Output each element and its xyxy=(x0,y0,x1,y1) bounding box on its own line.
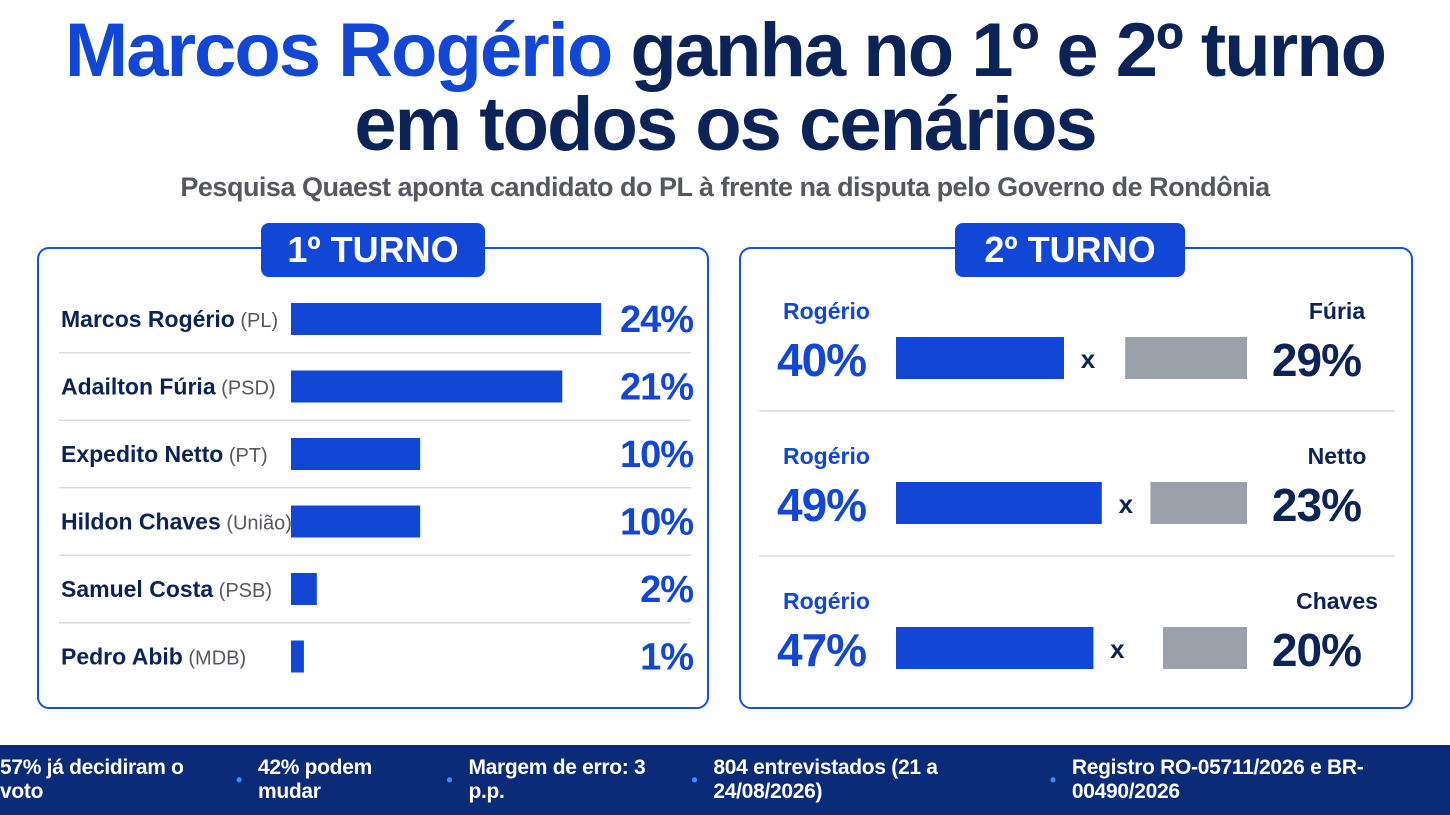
footer-item-decided: 57% já decidiram o voto xyxy=(0,756,184,803)
first-round-panel: 1º TURNO Marcos Rogério (PL) 24% Adailton … xyxy=(37,223,709,709)
candidate-name: Samuel Costa xyxy=(61,576,213,602)
footer-item-registry: Registro RO-05711/2026 e BR-00490/2026 xyxy=(1071,756,1364,803)
matchup-a-bar xyxy=(896,337,1064,379)
candidate-name: Adailton Fúria xyxy=(61,374,216,400)
first-round-badge: 1º TURNO xyxy=(261,223,485,277)
party-label: (União) xyxy=(221,513,292,535)
headline-line-2: em todos os cenários xyxy=(354,82,1097,167)
party-label: (PSB) xyxy=(213,580,272,602)
candidate-name: Pedro Abib xyxy=(61,644,183,670)
matchup-a-value: 49% xyxy=(777,479,866,531)
bar xyxy=(291,573,317,605)
value-label: 2% xyxy=(640,569,693,611)
bar xyxy=(291,640,304,673)
value-label: 1% xyxy=(640,637,693,679)
candidate-name: Expedito Netto xyxy=(61,441,223,467)
candidate-name: Marcos Rogério xyxy=(61,306,235,332)
subtitle: Pesquisa Quaest aponta candidato do PL à… xyxy=(180,172,1270,202)
footer-separator: • xyxy=(235,769,242,790)
versus-label: x xyxy=(1081,344,1096,374)
matchup-a-bar xyxy=(896,627,1094,669)
matchup-b-value: 29% xyxy=(1272,334,1361,386)
footer-bar: 57% já decidiram o voto • 42% podem muda… xyxy=(0,745,1450,815)
matchup-b-bar xyxy=(1163,627,1247,669)
matchup-a-bar xyxy=(896,482,1102,524)
matchup-b-name: Netto xyxy=(1308,443,1367,469)
matchup-a-name: Rogério xyxy=(783,443,870,469)
matchup-b-name: Chaves xyxy=(1296,588,1378,614)
matchup-a-value: 40% xyxy=(777,334,866,386)
candidate-label: Pedro Abib (MDB) xyxy=(61,644,246,670)
matchup-a-name: Rogério xyxy=(783,588,870,614)
matchup-b-value: 20% xyxy=(1272,624,1361,676)
headline-highlight: Marcos Rogério xyxy=(64,8,613,93)
candidate-label: Expedito Netto (PT) xyxy=(61,441,268,467)
value-label: 10% xyxy=(620,502,693,544)
bar xyxy=(291,505,421,538)
bar xyxy=(291,370,563,403)
party-label: (PT) xyxy=(223,445,267,467)
candidate-name: Hildon Chaves xyxy=(61,509,221,535)
footer-separator: • xyxy=(446,769,453,790)
versus-label: x xyxy=(1110,634,1125,664)
matchup-a-name: Rogério xyxy=(783,298,870,324)
matchup-b-bar xyxy=(1125,337,1247,379)
value-label: 21% xyxy=(620,367,693,409)
value-label: 10% xyxy=(620,434,693,476)
party-label: (MDB) xyxy=(183,648,246,670)
first-round-chart: Marcos Rogério (PL) 24% Adailton Fúria (PS… xyxy=(59,299,694,679)
bar xyxy=(291,438,421,470)
footer-separator: • xyxy=(691,769,698,790)
candidate-label: Hildon Chaves (União) xyxy=(61,509,292,535)
matchup-a-value: 47% xyxy=(777,624,866,676)
bar xyxy=(291,303,601,335)
second-round-panel: 2º TURNO Rogério 40% x Fúria 29% Rogério 49% x N… xyxy=(739,223,1413,709)
candidate-label: Adailton Fúria (PSD) xyxy=(61,374,276,400)
matchup-b-bar xyxy=(1150,482,1247,524)
headline-rest: ganha no 1º e 2º turno xyxy=(611,8,1387,93)
party-label: (PL) xyxy=(235,310,278,332)
candidate-label: Marcos Rogério (PL) xyxy=(61,306,278,332)
versus-label: x xyxy=(1119,489,1134,519)
matchup-b-value: 23% xyxy=(1272,479,1361,531)
candidate-label: Samuel Costa (PSB) xyxy=(61,576,272,602)
footer-separator: • xyxy=(1049,769,1056,790)
footer-item-may-change: 42% podem mudar xyxy=(257,756,372,803)
second-round-badge: 2º TURNO xyxy=(955,223,1185,277)
footer-item-sample: 804 entrevistados (21 a 24/08/2026) xyxy=(713,756,938,803)
value-label: 24% xyxy=(620,299,693,341)
matchup-b-name: Fúria xyxy=(1309,298,1365,324)
headline: Marcos Rogério ganha no 1º e 2º turno em… xyxy=(0,13,1450,167)
party-label: (PSD) xyxy=(216,378,276,400)
headline-line-1: Marcos Rogério ganha no 1º e 2º turno xyxy=(0,13,1450,89)
second-round-chart: Rogério 40% x Fúria 29% Rogério 49% x Netto 23% Ro… xyxy=(759,298,1395,676)
footer-item-margin: Margem de erro: 3 p.p. xyxy=(468,756,646,803)
